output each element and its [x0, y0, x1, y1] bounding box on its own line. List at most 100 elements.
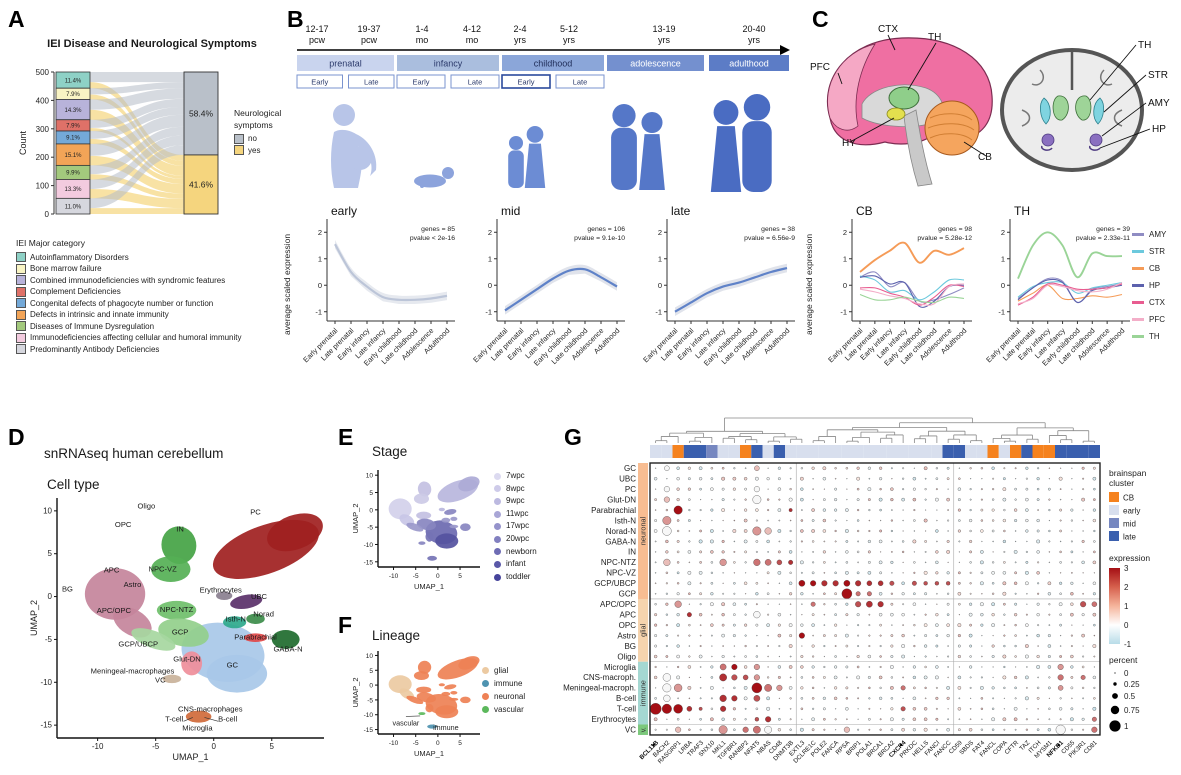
stage-band: [709, 55, 789, 71]
series-line: [1017, 282, 1123, 306]
panel-g-letter: G: [564, 424, 582, 450]
x-tick: -5: [152, 742, 160, 751]
person-silhouette-icon: [611, 104, 637, 190]
age-unit: yrs: [748, 35, 760, 45]
legend-item-label: CB: [1123, 494, 1134, 503]
x-tick: 0: [436, 740, 440, 747]
sankey-no-pct: 58.4%: [189, 108, 214, 118]
panel-b-ylabel: average scaled expression: [282, 233, 292, 335]
expression-tick: 0: [1124, 621, 1129, 630]
age-range: 4-12: [463, 24, 481, 34]
expression-tick: -1: [1124, 640, 1132, 649]
age-unit: yrs: [514, 35, 526, 45]
cluster-label: Oligo: [138, 501, 156, 510]
legend-swatch: [234, 145, 244, 156]
brain-region-label: HP: [1152, 124, 1166, 135]
row-label: GCP/UBCP: [594, 579, 636, 588]
legend-item: CB: [1132, 260, 1180, 277]
row-label: Norad-N: [606, 527, 636, 536]
substage-box: [450, 74, 500, 89]
stage-label: childhood: [534, 59, 573, 69]
plot-title: TH: [1014, 204, 1030, 218]
legend-item: 17wpc: [494, 520, 554, 533]
row-group-band: [638, 724, 648, 735]
y-tick: -1: [485, 308, 492, 317]
y-tick: -15: [364, 559, 374, 566]
row-label: T-cell: [617, 705, 636, 714]
pvalue-annotation: pvalue = 9.1e-10: [574, 235, 625, 242]
row-label: NPC-NTZ: [601, 558, 636, 567]
legend-item: newborn: [494, 546, 554, 559]
person-silhouette-icon: [742, 94, 772, 192]
row-group-band: [638, 661, 648, 725]
gene-marker-icon: [1057, 743, 1060, 747]
y-tick: -1: [315, 308, 322, 317]
cluster-label: PC: [250, 507, 261, 516]
legend-item: yes: [234, 145, 306, 157]
legend-dot: [494, 560, 501, 568]
series-line: [1017, 282, 1123, 305]
legend-swatch: [16, 321, 26, 332]
legend-item: infant: [494, 558, 554, 571]
stage-legend: 7wpc 8wpc 9wpc 11wpc 17wpc 20wpc newborn infant…: [494, 470, 554, 583]
y-tick: -1: [840, 308, 847, 317]
timeline-arrow-icon: [780, 45, 790, 55]
legend-dot: [482, 693, 489, 700]
sagittal-brain-diagram: [826, 37, 993, 187]
legend-item: vascular: [482, 703, 544, 716]
legend-line-swatch: [1132, 250, 1144, 253]
y-tick: 2: [488, 228, 492, 237]
sankey-no-node: [183, 71, 219, 156]
sankey-category-pct: 11.4%: [65, 78, 82, 84]
legend-swatch: [16, 252, 26, 263]
gene-label: CD81: [1083, 739, 1100, 756]
row-group-band: [638, 598, 648, 662]
row-label: BG: [624, 642, 636, 651]
count-axis-tick: 400: [36, 96, 50, 105]
series-line: [334, 243, 448, 302]
cluster-legend-title2: cluster: [1109, 478, 1134, 488]
legend-swatch: [16, 309, 26, 320]
brainspan-cluster-annotation-bar: [650, 445, 1100, 458]
plot-title: early: [331, 204, 357, 218]
coronal-brain-diagram: [1000, 48, 1144, 172]
umap-title: snRNAseq human cerebellum: [44, 446, 224, 461]
legend-dot: [494, 548, 501, 556]
percent-size-dot: [1114, 672, 1116, 674]
cluster-label: VC: [155, 675, 166, 684]
expression-tick: 3: [1124, 564, 1129, 573]
brain-region-legend: AMY STR CB HP CTX PFC TH: [1132, 226, 1180, 345]
cluster-label: GCP: [172, 627, 188, 636]
age-range: 12-17: [305, 24, 328, 34]
percent-tick: 0.75: [1124, 706, 1140, 715]
legend-dot: [482, 706, 489, 713]
row-label: GCP: [619, 590, 636, 599]
age-range: 1-4: [415, 24, 428, 34]
pvalue-annotation: pvalue = 6.56e-9: [744, 235, 795, 242]
neurological-symptoms-legend-items: no yes: [234, 133, 306, 156]
age-unit: pcw: [361, 35, 378, 45]
legend-dot: [494, 472, 501, 480]
pvalue-annotation: pvalue = 2.33e-11: [1076, 235, 1130, 242]
series-line: [674, 266, 788, 313]
row-label: IN: [628, 548, 636, 557]
person-silhouette-icon: [524, 126, 546, 188]
cluster-label: B-cell: [218, 715, 237, 724]
y-tick: -5: [367, 525, 373, 532]
y-tick: 0: [48, 592, 53, 601]
stage-umap-title: Stage: [372, 444, 408, 459]
pvalue-annotation: pvalue = 5.28e-12: [917, 235, 972, 242]
stage-band: [297, 55, 394, 71]
x-tick: -10: [92, 742, 104, 751]
sankey-yes-node: [183, 154, 219, 215]
row-label: Erythrocytes: [592, 715, 636, 724]
legend-item-label: early: [1123, 507, 1140, 516]
y-tick: 5: [369, 490, 373, 497]
umap-annotation: immune: [433, 723, 459, 732]
percent-size-dot: [1109, 720, 1121, 732]
gene-marker-icon: [652, 743, 655, 747]
legend-swatch: [16, 275, 26, 286]
stage-band: [502, 55, 604, 71]
